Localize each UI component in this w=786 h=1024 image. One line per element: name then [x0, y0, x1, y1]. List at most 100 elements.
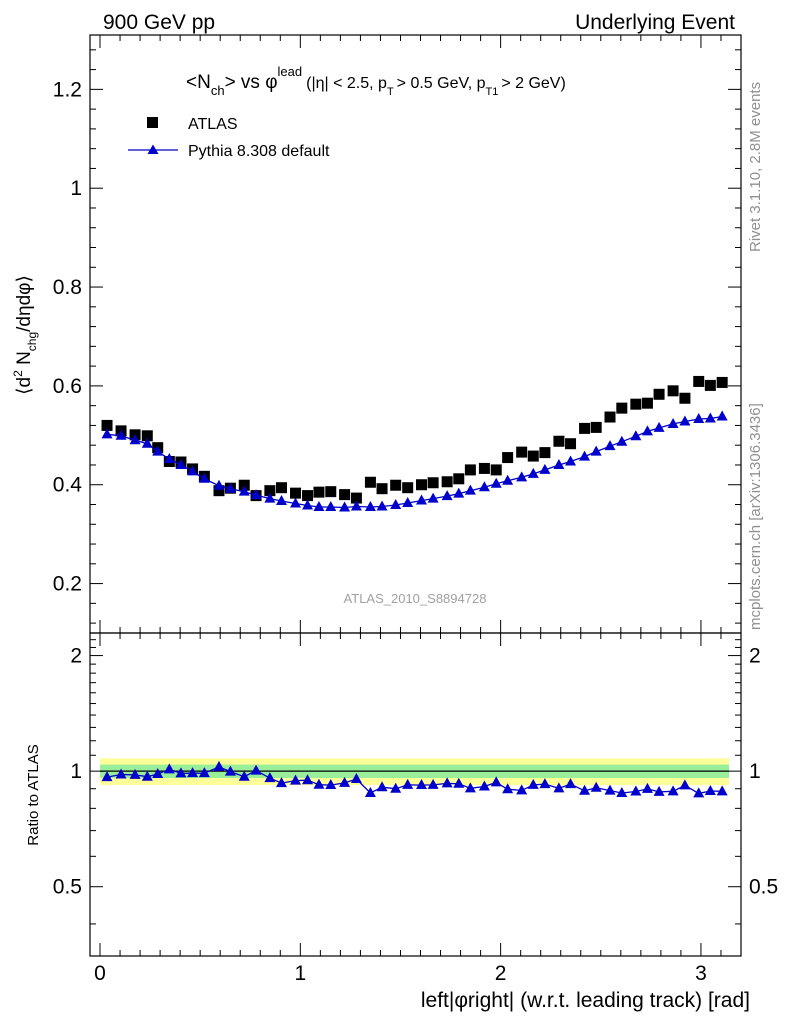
- mc-point: [390, 498, 402, 509]
- ratio-mc-point: [350, 772, 362, 783]
- mc-point: [376, 500, 388, 511]
- atlas-point: [339, 489, 351, 501]
- mc-point: [115, 429, 127, 440]
- atlas-point: [376, 483, 388, 495]
- header-right: Underlying Event: [575, 11, 735, 34]
- ratio-mc-point: [163, 763, 175, 774]
- atlas-point: [101, 419, 113, 431]
- ratio-mc-point: [527, 778, 539, 789]
- ratio-ytick-label-right: 1: [749, 760, 761, 783]
- ratio-mc-point: [175, 767, 187, 778]
- ratio-mc-point: [641, 782, 653, 793]
- atlas-point: [325, 486, 337, 498]
- mc-point: [553, 458, 565, 469]
- ratio-mc-point: [325, 779, 337, 790]
- mc-point: [350, 500, 362, 511]
- ratio-panel: 0.5 0.5 1 1 2 2 0 1 2 3 Ratio to ATLAS left|φrigh…: [25, 632, 778, 1012]
- ratio-mc-point: [376, 781, 388, 792]
- mc-point: [667, 417, 679, 428]
- mc-point: [641, 425, 653, 436]
- mc-point: [527, 467, 539, 478]
- atlas-point: [553, 435, 565, 447]
- ratio-frame: [89, 632, 742, 957]
- ratio-data-points: [101, 760, 728, 798]
- ratio-mc-point: [553, 782, 565, 793]
- ratio-ytick-label-right: 0.5: [749, 876, 778, 899]
- mc-point: [238, 485, 250, 496]
- atlas-point: [213, 485, 225, 497]
- mc-point: [187, 465, 199, 476]
- mc-point: [129, 434, 141, 445]
- atlas-point: [275, 482, 287, 494]
- ratio-xtick-label: 3: [695, 962, 707, 985]
- ratio-mc-point: [129, 768, 141, 779]
- mc-point: [224, 482, 236, 493]
- ratio-mc-point: [490, 776, 502, 787]
- mc-point: [175, 458, 187, 469]
- ratio-mc-point: [502, 783, 514, 794]
- atlas-point: [590, 421, 602, 433]
- ratio-ytick-label: 0.5: [53, 876, 82, 899]
- ratio-mc-point: [264, 772, 276, 783]
- ratio-mc-point: [390, 782, 402, 793]
- mc-point: [275, 495, 287, 506]
- mc-point: [453, 487, 465, 498]
- atlas-point: [704, 379, 716, 391]
- mc-point: [630, 430, 642, 441]
- ratio-mc-point: [313, 778, 325, 789]
- atlas-point: [604, 411, 616, 423]
- mc-point: [616, 435, 628, 446]
- ratio-xtick-label: 1: [294, 962, 306, 985]
- atlas-point: [653, 388, 665, 400]
- legend-atlas-label: ATLAS: [188, 116, 238, 133]
- ratio-mc-point: [579, 784, 591, 795]
- main-axis-ticks: 0.2 0.4 0.6 0.8 1 1.2: [53, 35, 741, 633]
- atlas-point: [565, 438, 577, 450]
- mc-point: [313, 500, 325, 511]
- mc-point: [590, 445, 602, 456]
- atlas-point: [490, 464, 502, 476]
- ratio-mc-point: [604, 784, 616, 795]
- mc-point: [213, 479, 225, 490]
- mc-point: [716, 410, 728, 421]
- ratio-mc-point: [704, 784, 716, 795]
- mc-point: [402, 497, 414, 508]
- ratio-mc-point: [516, 784, 528, 795]
- mc-point: [478, 481, 490, 492]
- atlas-point: [313, 486, 325, 498]
- atlas-point: [141, 430, 153, 442]
- main-ylabel: ⟨d2 Nchg/dηdφ⟩: [11, 275, 39, 395]
- mc-point: [441, 490, 453, 501]
- ratio-mc-point: [590, 781, 602, 792]
- ratio-ytick-label-right: 2: [749, 645, 761, 668]
- ratio-mc-point: [616, 787, 628, 798]
- mc-point: [101, 428, 113, 439]
- atlas-point: [290, 487, 302, 499]
- mc-point: [198, 472, 210, 483]
- atlas-point: [527, 450, 539, 462]
- mc-point: [565, 455, 577, 466]
- ratio-mc-point: [213, 760, 225, 771]
- mc-point: [704, 412, 716, 423]
- main-ytick-label: 0.6: [53, 375, 82, 398]
- ratio-mc-point: [464, 782, 476, 793]
- mc-point: [264, 492, 276, 503]
- mc-point: [339, 501, 351, 512]
- ratio-axis-ticks: 0.5 0.5 1 1 2 2 0 1 2 3: [53, 633, 778, 985]
- ratio-mc-point: [565, 778, 577, 789]
- mc-point: [325, 500, 337, 511]
- ratio-mc-point: [653, 785, 665, 796]
- ratio-mc-point: [427, 778, 439, 789]
- atlas-point: [350, 492, 362, 504]
- atlas-point: [616, 402, 628, 414]
- analysis-label: ATLAS_2010_S8894728: [344, 591, 487, 606]
- ratio-mc-point: [453, 777, 465, 788]
- mc-point: [427, 492, 439, 503]
- ratio-ytick-label: 2: [70, 645, 82, 668]
- atlas-point: [427, 477, 439, 489]
- mc-point: [364, 500, 376, 511]
- main-ytick-label: 0.2: [53, 573, 82, 596]
- ratio-ylabel: Ratio to ATLAS: [25, 744, 42, 845]
- atlas-point: [416, 479, 428, 491]
- atlas-point: [238, 479, 250, 491]
